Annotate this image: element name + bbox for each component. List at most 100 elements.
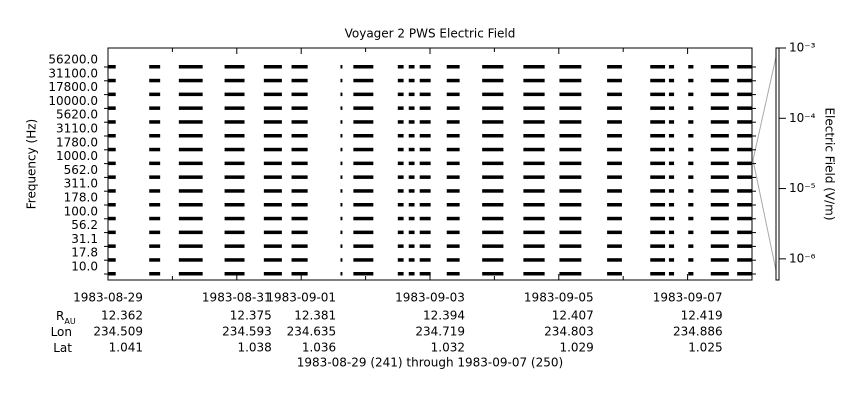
ephemeris-value: 12.381 [294,309,336,323]
ephemeris-value: 1.025 [688,341,722,355]
channel-band [397,203,404,207]
channel-band [397,272,404,276]
channel-band [688,161,694,166]
y-tick-label: 56200.0 [48,53,98,67]
ephemeris-value: 12.394 [423,309,465,323]
channel-band [419,230,431,235]
channel-band [108,78,116,83]
channel-band [178,203,203,207]
channel-band [178,189,203,193]
y-tick-label: 10000.0 [48,94,98,108]
channel-band [149,147,161,152]
channel-band [559,230,582,235]
channel-band [340,134,343,138]
channel-band [668,147,675,152]
channel-band [710,244,729,248]
y-tick-label: 562.0 [64,163,98,177]
channel-band [523,161,545,166]
channel-band [710,65,729,69]
channel-band [263,175,282,179]
channel-band [291,120,308,124]
channel-band [688,244,694,248]
channel-band [650,161,666,166]
channel-band [523,120,545,124]
y-tick-label: 17.8 [71,246,98,260]
channel-band [263,106,282,110]
channel-band [668,120,675,124]
channel-band [224,78,245,83]
channel-band [408,189,415,193]
channel-band [668,134,675,138]
channel-band [419,161,431,166]
ephemeris-value: 12.362 [101,309,143,323]
channel-band [353,120,374,124]
channel-band [559,258,582,262]
channel-band [446,216,460,221]
ephemeris-label-sub: AU [64,317,75,326]
channel-band [523,189,545,193]
channel-band [446,134,460,138]
y2-tick-label: 10⁻⁶ [789,251,816,265]
channel-band [353,216,374,221]
channel-band [224,65,245,69]
channel-band [291,230,308,235]
channel-band [353,134,374,138]
channel-band [353,272,374,276]
channel-band [688,175,694,179]
channel-band [397,120,404,124]
channel-band [108,175,116,179]
channel-band [710,106,729,110]
channel-band [340,147,343,152]
channel-band [482,92,504,97]
x-tick-label: 1983-09-03 [395,291,465,305]
channel-band [178,120,203,124]
channel-band [224,272,245,276]
channel-band [737,78,752,83]
channel-band [668,106,675,110]
channel-band [397,147,404,152]
channel-band [710,78,729,83]
channel-band [291,147,308,152]
channel-band [178,244,203,248]
channel-band [178,272,203,276]
channel-band [263,230,282,235]
channel-band [482,78,504,83]
channel-band [149,175,161,179]
y2-tick-label: 10⁻⁴ [789,111,816,125]
channel-band [178,134,203,138]
channel-band [224,189,245,193]
channel-band [737,216,752,221]
channel-band [108,203,116,207]
channel-band [668,216,675,221]
ephemeris-value: 1.032 [431,341,465,355]
channel-band [446,230,460,235]
channel-band [291,244,308,248]
ephemeris-value: 234.803 [544,325,594,339]
channel-band [523,92,545,97]
channel-band [408,244,415,248]
channel-band [397,175,404,179]
channel-band [737,134,752,138]
channel-band [397,65,404,69]
channel-band [408,258,415,262]
channel-band [340,258,343,262]
channel-band [650,203,666,207]
channel-band [482,134,504,138]
channel-band [397,92,404,97]
channel-band [523,175,545,179]
channel-band [446,258,460,262]
channel-band [397,134,404,138]
channel-band [668,230,675,235]
channel-band [607,65,622,69]
channel-band [149,65,161,69]
channel-band [397,230,404,235]
channel-band [263,92,282,97]
channel-band [108,272,116,276]
channel-band [353,161,374,166]
channel-band [688,203,694,207]
x-tick-label: 1983-09-07 [653,291,723,305]
channel-band [397,244,404,248]
channel-band [291,106,308,110]
channel-band [149,203,161,207]
